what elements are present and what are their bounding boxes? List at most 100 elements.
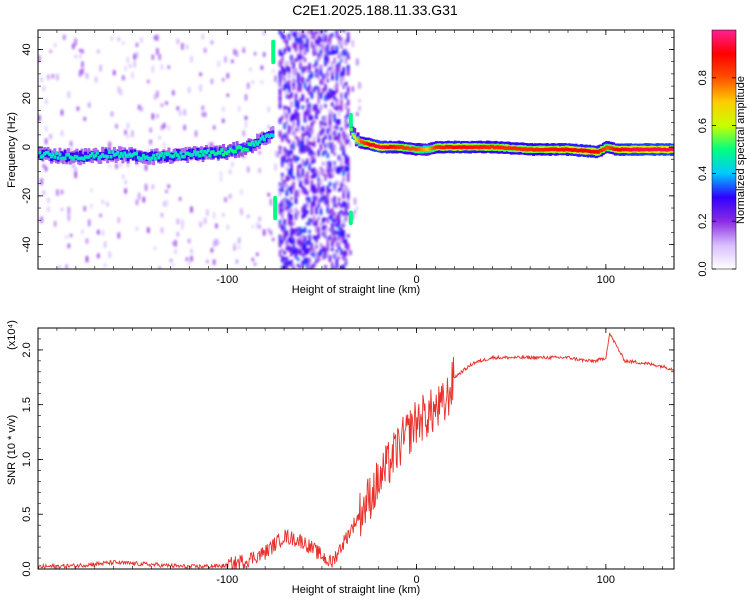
- heatmap-cell: [240, 208, 243, 216]
- heatmap-cell: [156, 48, 159, 55]
- heatmap-cell: [315, 68, 318, 74]
- heatmap-cell: [324, 83, 327, 91]
- ridge-cell: [569, 148, 573, 152]
- heatmap-cell: [346, 67, 350, 74]
- heatmap-cell: [324, 134, 327, 140]
- heatmap-cell: [333, 223, 336, 227]
- heatmap-cell: [172, 263, 175, 267]
- heatmap-cell: [310, 168, 314, 173]
- heatmap-cell: [303, 179, 307, 184]
- heatmap-cell: [256, 221, 259, 229]
- ridge-cell: [492, 145, 496, 150]
- heatmap-cell: [296, 164, 300, 172]
- spectrogram-y-axis-label: Frequency (Hz): [6, 112, 18, 188]
- ridge-cell: [555, 147, 559, 152]
- ridge-cell: [129, 154, 133, 158]
- heatmap-cell: [290, 149, 293, 155]
- heatmap-cell: [283, 48, 286, 54]
- heatmap-cell: [42, 190, 46, 196]
- heatmap-cell: [342, 145, 345, 151]
- heatmap-cell: [315, 252, 318, 259]
- ridge-cell: [610, 146, 614, 150]
- heatmap-cell: [344, 161, 348, 165]
- heatmap-cell: [278, 207, 282, 214]
- heatmap-cell: [342, 255, 345, 261]
- ridge-cell: [394, 145, 398, 150]
- heatmap-cell: [328, 38, 332, 43]
- heatmap-cell: [285, 135, 289, 139]
- heatmap-cell: [285, 131, 289, 136]
- ridge-cell: [99, 154, 103, 159]
- heatmap-cell: [287, 79, 291, 85]
- heatmap-cell: [285, 198, 289, 204]
- ridge-cell: [150, 151, 154, 159]
- heatmap-cell: [281, 187, 284, 193]
- snr-x-tick-label: -100: [216, 574, 238, 586]
- ridge-cell: [114, 152, 118, 156]
- heatmap-cell: [158, 266, 161, 269]
- heatmap-cell: [301, 239, 305, 245]
- ridge-cell: [659, 147, 663, 152]
- heatmap-cell: [346, 101, 350, 106]
- heatmap-cell: [124, 188, 127, 194]
- heatmap-cell: [135, 42, 139, 48]
- heatmap-cell: [296, 232, 300, 237]
- heatmap-cell: [294, 193, 298, 198]
- ridge-cell: [237, 145, 241, 149]
- heatmap-cell: [317, 255, 320, 262]
- ridge-cell: [535, 147, 539, 152]
- ridge-cell: [354, 138, 358, 142]
- heatmap-cell: [335, 45, 339, 51]
- heatmap-cell: [281, 235, 284, 240]
- ridge-cell: [497, 145, 501, 150]
- heatmap-cell: [331, 173, 334, 178]
- heatmap-cell: [335, 82, 339, 89]
- heatmap-cell: [301, 213, 305, 219]
- heatmap-cell: [212, 125, 216, 130]
- heatmap-cell: [135, 52, 139, 58]
- heatmap-cell: [285, 263, 289, 269]
- ridge-cell: [65, 153, 69, 157]
- heatmap-cell: [335, 125, 339, 130]
- heatmap-cell: [340, 165, 343, 172]
- heatmap-cell: [281, 265, 284, 269]
- ridge-cell: [116, 150, 120, 155]
- heatmap-cell: [349, 142, 352, 148]
- colorbar-gradient: [711, 29, 737, 270]
- heatmap-cell: [119, 89, 123, 95]
- spectrogram-x-axis-label: Height of straight line (km): [292, 284, 420, 296]
- ridge-cell: [426, 147, 430, 152]
- ridge-cell: [400, 145, 404, 149]
- heatmap-cell: [344, 81, 348, 86]
- heatmap-cell: [326, 68, 330, 76]
- heatmap-cell: [337, 236, 341, 240]
- colorbar-label: Normalized spectral amplitude: [735, 76, 747, 224]
- heatmap-cell: [340, 145, 343, 151]
- heatmap-cell: [201, 146, 205, 150]
- heatmap-cell: [308, 108, 311, 116]
- heatmap-cell: [315, 210, 318, 215]
- heatmap-cell: [65, 264, 68, 269]
- heatmap-cell: [149, 141, 152, 146]
- ridge-cell: [78, 156, 82, 161]
- heatmap-cell: [278, 223, 282, 229]
- spectrogram-y-tick-label: 40: [21, 43, 33, 55]
- ridge-cell: [233, 149, 237, 154]
- ridge-cell: [549, 147, 553, 152]
- heatmap-cell: [231, 59, 234, 63]
- heatmap-cell: [237, 245, 241, 249]
- heatmap-cell: [333, 130, 336, 137]
- ridge-cell: [179, 151, 183, 155]
- heatmap-cell: [342, 189, 345, 197]
- heatmap-cell: [340, 53, 343, 60]
- heatmap-cell: [296, 143, 300, 147]
- heatmap-cell: [312, 252, 316, 258]
- heatmap-cell: [335, 252, 339, 259]
- ridge-cell: [617, 148, 621, 152]
- heatmap-cell: [342, 193, 345, 200]
- heatmap-cell: [346, 212, 350, 216]
- ridge-cell: [56, 156, 60, 160]
- heatmap-cell: [212, 259, 216, 265]
- ridge-cell: [223, 150, 227, 155]
- heatmap-cell: [274, 150, 277, 157]
